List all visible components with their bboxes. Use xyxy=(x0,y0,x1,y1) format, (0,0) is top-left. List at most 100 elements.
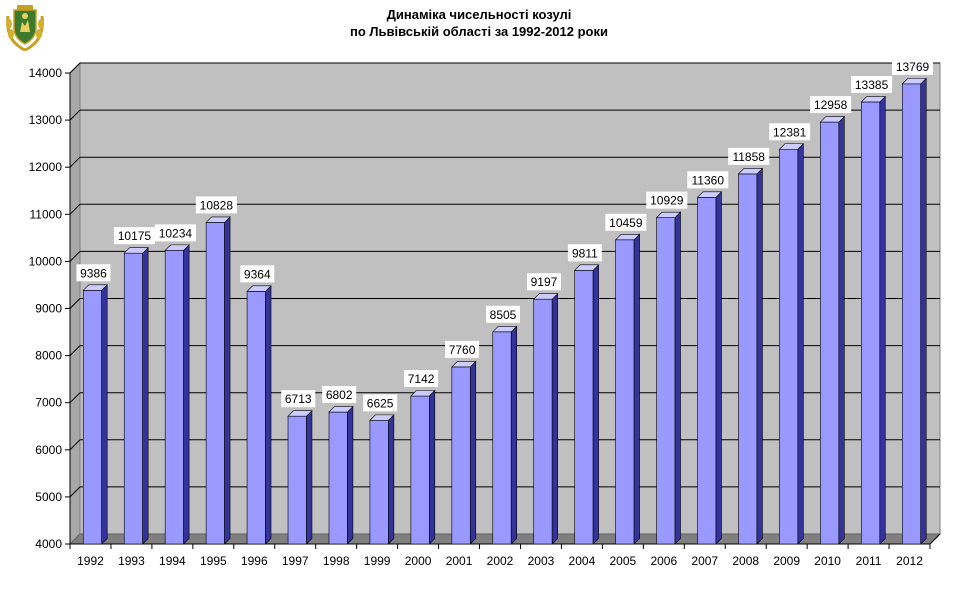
y-tick-label: 13000 xyxy=(29,113,63,127)
data-label-box xyxy=(363,394,398,412)
bar xyxy=(779,148,799,545)
bar-top xyxy=(778,143,805,150)
bar-side xyxy=(469,360,477,545)
y-tick-label: 6000 xyxy=(35,443,62,457)
data-label: 9386 xyxy=(80,266,107,280)
data-label: 12381 xyxy=(773,125,807,139)
bar xyxy=(82,290,102,545)
gridline-side xyxy=(69,392,81,404)
bar xyxy=(451,366,471,545)
data-label-box xyxy=(769,123,811,141)
bar-top xyxy=(492,326,518,333)
coat-of-arms-logo xyxy=(6,5,44,52)
bar-top xyxy=(164,244,190,251)
chart-title-line: Динаміка чисельності козулі xyxy=(386,7,572,22)
data-label: 10929 xyxy=(650,194,684,208)
bar xyxy=(697,197,717,545)
bar-top xyxy=(451,361,477,368)
gridline-side xyxy=(69,156,81,168)
bar-side xyxy=(388,414,395,545)
bar-side xyxy=(306,409,313,545)
x-tick-label: 2009 xyxy=(773,554,800,568)
bar-top xyxy=(655,211,682,218)
x-tick-label: 1993 xyxy=(118,554,145,568)
data-label: 7760 xyxy=(449,343,476,357)
data-label-box xyxy=(851,75,893,93)
data-label-box xyxy=(76,264,111,282)
data-label: 6625 xyxy=(367,396,394,410)
data-label: 10234 xyxy=(159,226,193,240)
x-tick-label: 2006 xyxy=(650,554,677,568)
data-label-box xyxy=(728,147,770,165)
gridline-side xyxy=(69,251,81,262)
y-tick-label: 12000 xyxy=(29,160,63,174)
y-tick-label: 4000 xyxy=(35,537,62,551)
data-label-box xyxy=(281,390,316,408)
data-label-box xyxy=(404,370,439,388)
x-tick-label: 1997 xyxy=(282,554,309,568)
bar-top xyxy=(328,406,354,413)
bar-side xyxy=(797,143,804,545)
bar xyxy=(656,217,676,545)
data-label-box xyxy=(486,305,520,323)
bar-side xyxy=(715,191,722,545)
data-label: 10175 xyxy=(118,229,152,243)
x-tick-label: 1999 xyxy=(364,554,391,568)
bar xyxy=(738,173,758,545)
x-tick-label: 1998 xyxy=(323,554,350,568)
chart-title: Динаміка чисельності козулі по Львівські… xyxy=(0,6,958,40)
gridline-side xyxy=(69,345,81,356)
plot-area: 4000 5000 6000 7000 8000 9000 10000 11000 12000 1… xyxy=(29,57,942,568)
bar xyxy=(861,101,881,545)
bar xyxy=(574,270,594,545)
x-tick-label: 1994 xyxy=(159,554,186,568)
data-label: 9811 xyxy=(572,246,598,260)
data-label-box xyxy=(445,340,480,358)
x-tick-label: 1996 xyxy=(241,554,268,568)
data-label-box xyxy=(154,224,196,242)
data-label-box xyxy=(113,227,155,245)
bar-top xyxy=(696,191,723,198)
gridline-side xyxy=(69,203,81,215)
bar-top xyxy=(860,96,887,103)
gridline-side xyxy=(69,298,81,309)
bar xyxy=(123,252,143,545)
bar-side xyxy=(347,405,354,545)
bar-side xyxy=(429,389,436,545)
bar xyxy=(615,239,635,545)
y-tick-label: 9000 xyxy=(35,302,62,316)
bar xyxy=(902,83,922,545)
y-tick-label: 7000 xyxy=(35,396,62,410)
x-tick-label: 2012 xyxy=(896,554,923,568)
data-label-box xyxy=(687,171,729,189)
y-tick-label: 11000 xyxy=(30,207,63,221)
data-label-box xyxy=(322,386,357,404)
bar-top xyxy=(573,264,600,271)
bar-top xyxy=(287,410,313,417)
y-tick-label: 8000 xyxy=(35,349,62,363)
bar-side xyxy=(633,233,640,545)
bar xyxy=(246,291,266,545)
data-label: 10828 xyxy=(200,198,234,212)
bar xyxy=(164,250,184,545)
data-label-box xyxy=(526,273,561,291)
bar-top xyxy=(533,293,559,300)
gridline-side xyxy=(69,62,81,74)
bar-top xyxy=(901,78,927,85)
y-tick-label: 5000 xyxy=(35,490,62,504)
data-label: 7142 xyxy=(408,372,435,386)
data-label: 11360 xyxy=(692,173,725,187)
x-axis-depth xyxy=(929,533,941,545)
bar-side xyxy=(756,167,763,545)
x-tick-label: 2003 xyxy=(528,554,555,568)
data-label: 10459 xyxy=(609,216,643,230)
gridline-side xyxy=(69,486,81,498)
bar-side xyxy=(920,77,927,545)
data-label-box xyxy=(195,196,237,214)
data-label: 9364 xyxy=(244,267,271,281)
x-tick-label: 1995 xyxy=(200,554,227,568)
bar-top xyxy=(123,247,149,254)
gridline-side xyxy=(69,109,81,121)
bar xyxy=(328,411,348,545)
bar-top xyxy=(410,390,436,397)
